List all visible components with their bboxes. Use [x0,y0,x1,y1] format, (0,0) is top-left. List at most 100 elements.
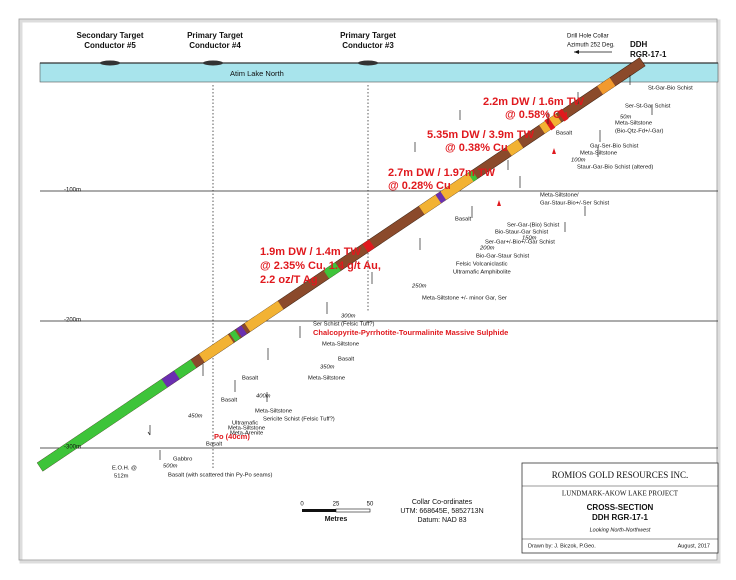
eoh-label: 512m [114,474,129,480]
scale-tick: 0 [300,502,304,508]
geology-label: Basalt [556,131,573,137]
unit-schist [244,300,284,332]
scale-bar [302,509,336,512]
unit-basalt [467,170,478,182]
collar-coordinates: Datum: NAD 83 [417,517,466,524]
downhole-depth: 200m [479,246,495,252]
geology-label: Meta-Siltstone [308,376,345,382]
intercept-label: 1.9m DW / 1.4m TW [260,246,361,258]
geology-label: Felsic Volcaniclastic [456,262,508,268]
scale-tick: 25 [333,502,340,508]
company-name: ROMIOS GOLD RESOURCES INC. [552,470,689,480]
lake-label: Atim Lake North [230,69,284,78]
intercept-label: 2.2 oz/T Ag [260,274,318,286]
conductor-label: Conductor #3 [342,41,394,50]
depth-label: -100m [64,188,81,194]
unit-basalt [229,330,241,342]
downhole-depth: 150m [522,236,537,242]
po-label: Po (40cm) [214,432,250,441]
scale-unit: Metres [325,516,348,523]
geology-label: Meta-Siltstone [322,342,359,348]
geology-label: (Bio-Qtz-Fd+/-Gar) [615,129,664,135]
geology-label: Basalt [221,398,238,404]
geology-label: St-Gar-Bio Schist [648,86,693,92]
downhole-depth: 350m [320,365,335,371]
unit-ultramafic [236,325,247,338]
conductor-label: Primary Target [340,31,396,40]
geology-label: Ser Schist (Felsic Tuff?) [313,322,374,328]
geology-label: Basalt (with scattered thin Py-Po seams) [168,473,272,479]
conductor-label: Conductor #4 [189,41,241,50]
geology-label: Bio-Gar-Staur Schist [476,254,530,260]
geology-label: Ser-Gar+/-Bio+/-Gar Schist [485,240,555,246]
geology-label: Meta-Siltstone [580,151,617,157]
geology-label: Basalt [455,217,472,223]
section-view: Looking North-Northwest [590,527,651,533]
conductor-label: Primary Target [187,31,243,40]
unit-schist [506,139,524,156]
geology-label: Meta-Siltstone [615,121,652,127]
geology-label: Staur-Gar-Bio Schist (altered) [577,165,653,171]
unit-ultramafic [435,191,447,204]
downhole-depth: 250m [411,284,427,290]
title-block [521,462,719,554]
scale-tick: 50 [367,502,374,508]
intercept-label: 2.7m DW / 1.97m TW [388,167,496,179]
hole-label: RGR-17-1 [630,50,667,59]
conductor-icon [358,60,378,66]
downhole-depth: 300m [341,314,356,320]
conductor-icon [100,60,120,66]
geology-label: Ser-St-Gar Schist [625,104,671,110]
geology-label: Gar-Ser-Bio Schist [590,144,639,150]
depth-label: -200m [64,318,81,324]
collar-label: Drill Hole Collar [567,34,609,40]
downhole-depth: 400m [256,394,271,400]
frame [18,18,718,561]
conductor-label: Secondary Target [77,31,144,40]
conductor-label: Conductor #5 [84,41,136,50]
azimuth-arrowhead [574,50,579,54]
geology-label: Ultramafic [232,421,258,427]
downhole-depth: 500m [163,464,178,470]
azimuth-label: Azimuth 252 Deg. [567,43,615,49]
geology-label: Meta-Siltstone +/- minor Gar, Ser [422,296,507,302]
geology-label: Ser-Gar-(Bio) Schist [507,223,560,229]
depth-label: -300m [64,445,81,451]
unit-basalt [323,262,341,279]
frame-shadow [19,19,721,564]
unit-sulphide [362,239,375,253]
geology-label: Basalt [206,442,223,448]
geology-label: Meta-Siltstone/ [540,193,579,199]
intercept-label: 2.2m DW / 1.6m TW [483,96,584,108]
intercept-label: @ 2.35% Cu, 1.4 g/t Au, [260,260,381,272]
downhole-depth: 50m [620,115,631,121]
conductor-icon [203,60,223,66]
intercept-label: 5.35m DW / 3.9m TW [427,129,535,141]
geology-label: Meta-Siltstone [228,426,265,432]
section-hole: DDH RGR-17-1 [592,513,649,522]
project-name: LUNDMARK-AKOW LAKE PROJECT [562,490,679,498]
section-title: CROSS-SECTION [587,503,654,512]
unit-schist [597,77,616,95]
intercept-label: @ 0.28% Cu [388,180,451,192]
geology-label: Meta-Siltstone [255,409,292,415]
scale-bar [335,508,371,513]
unit-schist [199,334,234,363]
eoh-label: E.O.H. @ [112,466,137,472]
geology-label: Bio-Staur-Gar Schist [495,230,549,236]
unit-schist [418,172,475,215]
drill-hole [36,57,646,472]
geology-label: Gar-Staur-Bio+/-Ser Schist [540,201,609,207]
hole-label: DDH [630,40,648,49]
downhole-depth: 100m [571,158,586,164]
unit-basalt [37,379,168,472]
collar-coordinates: UTM: 668645E, 5852713N [400,508,483,515]
sulphide-label: Chalcopyrite-Pyrrhotite-Tourmalinite Mas… [313,328,508,337]
collar-coordinates: Collar Co-ordinates [412,499,473,506]
unit-basalt [174,359,197,380]
geology-label: Meta-Arenite [230,431,263,437]
structure-arrows [147,75,653,460]
drawn-by: Drawn by: J. Biczok, P.Geo. [528,543,596,549]
downhole-depth: 450m [188,414,203,420]
